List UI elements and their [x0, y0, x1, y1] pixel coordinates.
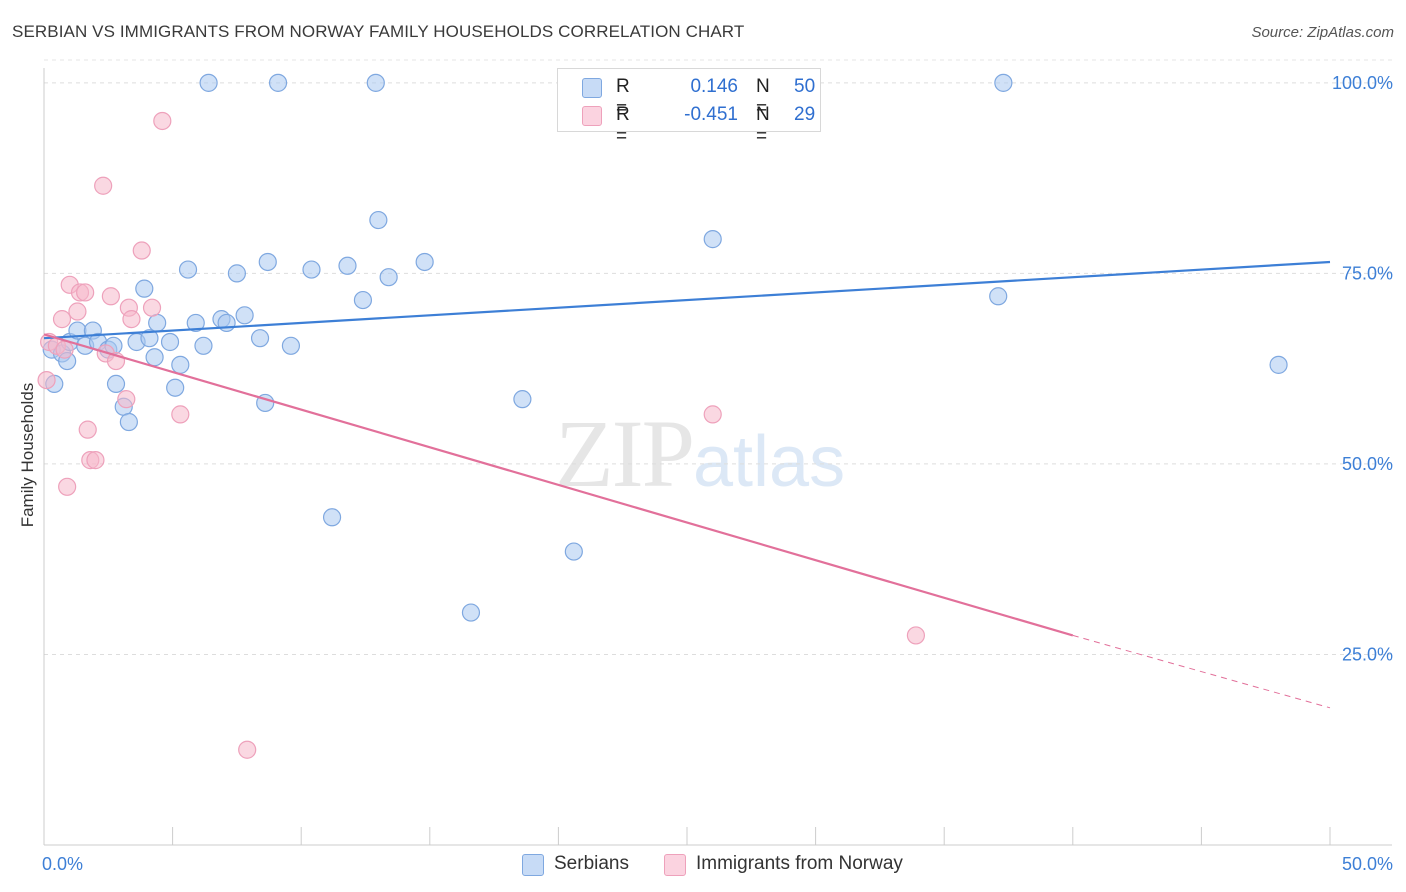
serbian-point	[166, 378, 185, 397]
legend-swatch-norway	[582, 106, 602, 126]
serbian-point	[703, 230, 722, 249]
serbian-point	[461, 603, 481, 622]
norway-point	[238, 740, 257, 759]
chart-title: SERBIAN VS IMMIGRANTS FROM NORWAY FAMILY…	[12, 22, 745, 41]
norway-point	[58, 477, 77, 496]
legend-r-label: R =	[616, 76, 630, 119]
serbian-point	[994, 73, 1013, 92]
serbian-point	[145, 348, 164, 367]
serbian-point	[513, 390, 532, 409]
serbian-point	[217, 313, 236, 333]
norway-point	[142, 298, 162, 317]
serbian-point	[338, 256, 357, 275]
series-legend: Serbians Immigrants from Norway	[0, 852, 1406, 878]
serbian-point	[1269, 355, 1288, 374]
y-axis-label: Family Households	[18, 382, 37, 528]
serbian-point	[171, 355, 190, 374]
serbian-point	[302, 260, 321, 279]
serbian-point	[415, 252, 434, 272]
serbian-point	[250, 329, 270, 348]
serbian-point	[258, 252, 277, 272]
watermark-zip: ZIP	[555, 400, 695, 507]
legend-n-label: N =	[756, 104, 770, 147]
serbian-point	[178, 260, 198, 279]
norway-trend-line-extension	[1072, 634, 1331, 709]
serbian-point	[353, 290, 373, 310]
legend-swatch-norway	[664, 854, 686, 876]
serbian-point	[186, 313, 205, 333]
serbian-point	[135, 279, 154, 298]
legend-r-label: R =	[616, 104, 630, 147]
serbian-point	[369, 210, 388, 230]
norway-point	[101, 287, 120, 306]
correlation-legend: R = 0.146 N = 50 R = -0.451 N = 29	[557, 68, 821, 147]
serbian-point	[119, 412, 138, 432]
norway-point	[132, 241, 151, 260]
norway-point	[117, 390, 136, 409]
legend-label-norway: Immigrants from Norway	[696, 853, 903, 874]
y-tick-label: 100.0%	[1332, 73, 1393, 93]
serbian-point	[227, 264, 246, 283]
serbian-point	[281, 336, 301, 355]
legend-n-value: 50	[794, 76, 816, 97]
x-tick-label: 0.0%	[42, 854, 83, 874]
norway-point	[55, 340, 74, 359]
norway-point	[153, 111, 172, 131]
serbian-point	[199, 73, 218, 92]
norway-point	[68, 302, 87, 321]
legend-n-label: N =	[756, 76, 770, 119]
serbian-point	[322, 508, 342, 527]
serbians-trend-line	[43, 260, 1331, 340]
norway-point	[94, 176, 113, 195]
norway-point	[37, 370, 56, 390]
x-tick-label: 50.0%	[1342, 854, 1393, 874]
serbian-point	[989, 287, 1008, 306]
legend-n-value: 29	[794, 104, 816, 125]
norway-point	[76, 283, 95, 302]
legend-r-value: -0.451	[684, 104, 738, 125]
norway-point	[78, 420, 97, 439]
serbian-point	[140, 329, 159, 348]
y-tick-label: 25.0%	[1342, 644, 1393, 664]
watermark-atlas: atlas	[693, 422, 846, 502]
serbian-point	[194, 336, 213, 355]
norway-point	[171, 405, 190, 424]
serbian-point	[564, 542, 583, 561]
serbian-point	[366, 73, 385, 92]
norway-trend-line	[43, 333, 1074, 637]
serbian-point	[235, 306, 254, 325]
watermark: ZIPatlas	[555, 398, 845, 509]
norway-point	[122, 310, 141, 329]
norway-point	[906, 626, 926, 645]
serbian-point	[160, 332, 180, 352]
y-tick-label: 50.0%	[1342, 454, 1393, 474]
legend-label-serbians: Serbians	[554, 853, 629, 874]
serbian-point	[268, 73, 288, 92]
serbian-point	[106, 374, 126, 394]
norway-point	[86, 451, 105, 470]
legend-swatch-serbians	[582, 78, 602, 98]
y-tick-label: 75.0%	[1342, 263, 1393, 283]
serbian-point	[379, 268, 398, 287]
norway-point	[52, 310, 72, 329]
source-credit: Source: ZipAtlas.com	[1251, 24, 1394, 41]
serbian-point	[148, 313, 167, 333]
legend-swatch-serbians	[522, 854, 544, 876]
legend-r-value: 0.146	[690, 76, 738, 97]
norway-point	[703, 405, 722, 424]
